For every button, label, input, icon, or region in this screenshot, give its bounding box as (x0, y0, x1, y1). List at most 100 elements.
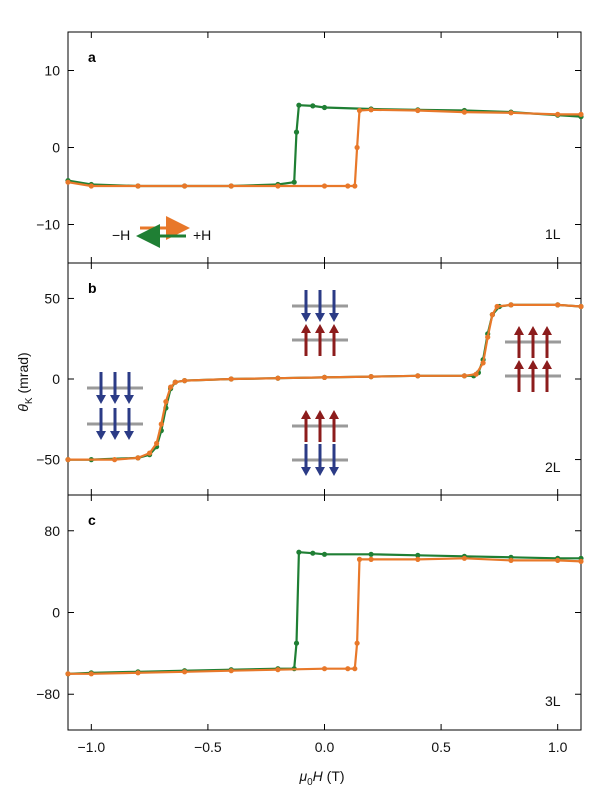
data-point-a (293, 129, 300, 135)
series-line-b (68, 303, 582, 461)
data-point-b (154, 440, 160, 446)
data-point-c (356, 556, 363, 563)
spin-up-arrow (528, 360, 538, 392)
data-point-b (494, 303, 500, 310)
data-marks-layer: 10 0 −10 50 0 −50 80 0 −80 −1.0 −0.5 0.0 0.5 1.0 (36, 32, 584, 755)
data-point-c (321, 551, 328, 557)
data-point-b (489, 312, 495, 318)
data-point-c (368, 551, 374, 557)
spin-down-arrow (96, 408, 106, 440)
spin-down-arrow (96, 372, 106, 404)
data-point-c (88, 671, 94, 677)
data-point-c (461, 555, 467, 561)
data-point-b (480, 360, 486, 366)
y-axis-unit: (mrad) (15, 352, 31, 397)
data-point-a (321, 183, 328, 189)
spin-up-arrow (301, 410, 311, 442)
data-point-a (345, 183, 351, 189)
y-tick-label-b: 50 (44, 290, 60, 306)
data-point-a (291, 179, 297, 185)
series-line-c (67, 551, 581, 675)
spin-down-arrow (329, 444, 339, 476)
data-point-c (275, 667, 281, 673)
data-point-c (293, 640, 300, 646)
data-point-a (352, 183, 358, 189)
spin-up-arrow (301, 324, 311, 356)
panel-a-letter: a (88, 49, 96, 65)
x-tick-label: 1.0 (548, 739, 568, 755)
spin-up-arrow (542, 360, 552, 392)
data-point-b (158, 421, 164, 427)
data-point-c (555, 557, 561, 564)
spin-up-arrow (315, 410, 325, 442)
data-point-a (555, 111, 561, 117)
data-point-c (182, 669, 188, 675)
y-axis-title: θK (mrad) (15, 352, 35, 411)
y-axis-subscript: K (24, 397, 35, 404)
data-point-b (135, 455, 141, 461)
series-line-a (67, 104, 582, 188)
data-point-c (65, 671, 71, 677)
data-point-b (415, 373, 421, 379)
data-point-c (296, 549, 302, 555)
y-tick-label-b: −50 (36, 452, 60, 468)
data-point-c (352, 666, 358, 672)
data-point-c (228, 668, 234, 674)
spin-down-arrow (329, 290, 339, 322)
y-axis-symbol: θ (15, 404, 31, 412)
data-point-a (310, 103, 316, 109)
data-point-a (461, 109, 467, 115)
data-point-b (168, 384, 174, 390)
data-point-b (163, 399, 169, 405)
spin-up-arrow (329, 410, 339, 442)
x-tick-label: 0.0 (315, 739, 335, 755)
x-tick-label: −1.0 (77, 739, 105, 755)
data-point-c (345, 666, 351, 672)
data-point-b (147, 450, 153, 456)
data-point-b (368, 374, 374, 380)
series-line-a (67, 108, 581, 188)
data-point-a (296, 102, 302, 108)
panel-b-annotation: 2L (545, 459, 561, 475)
data-point-a (228, 183, 234, 189)
spin-up-arrow (329, 324, 339, 356)
panel-b-letter: b (88, 280, 97, 296)
data-point-c (354, 640, 360, 646)
series-line-b (68, 303, 582, 461)
data-point-a (65, 179, 71, 185)
data-point-c (310, 550, 316, 556)
x-axis-subscript: 0 (307, 777, 313, 788)
panel-a-annotation: 1L (545, 226, 561, 242)
legend-plus-h: +H (193, 227, 211, 243)
data-point-a (508, 110, 514, 116)
data-point-c (578, 558, 584, 565)
data-point-b (172, 379, 178, 385)
spin-up-arrow (514, 326, 524, 358)
data-point-a (275, 183, 281, 189)
data-point-b (555, 302, 561, 308)
x-tick-label: −0.5 (194, 739, 222, 755)
x-axis-symbol: μ (298, 768, 307, 784)
legend-minus-h: −H (112, 227, 130, 243)
data-point-a (354, 144, 360, 151)
y-tick-label-a: 0 (52, 140, 60, 156)
data-point-b (112, 457, 118, 463)
data-point-b (182, 378, 188, 384)
series-line-c (68, 557, 582, 675)
x-axis-variable: H (313, 768, 324, 784)
y-tick-label-a: 10 (44, 63, 60, 79)
data-point-c (415, 552, 421, 558)
data-point-c (135, 670, 141, 676)
data-point-b (473, 371, 479, 377)
spin-up-arrow (315, 324, 325, 356)
data-point-c (508, 557, 514, 564)
spin-down-arrow (110, 372, 120, 404)
data-point-a (135, 183, 141, 189)
spin-down-arrow (315, 290, 325, 322)
data-point-a (368, 107, 374, 113)
y-tick-label-c: −80 (36, 686, 60, 702)
data-point-b (321, 374, 328, 380)
data-point-b (485, 334, 491, 340)
spin-up-arrow (542, 326, 552, 358)
panel-c-frame (67, 494, 582, 731)
